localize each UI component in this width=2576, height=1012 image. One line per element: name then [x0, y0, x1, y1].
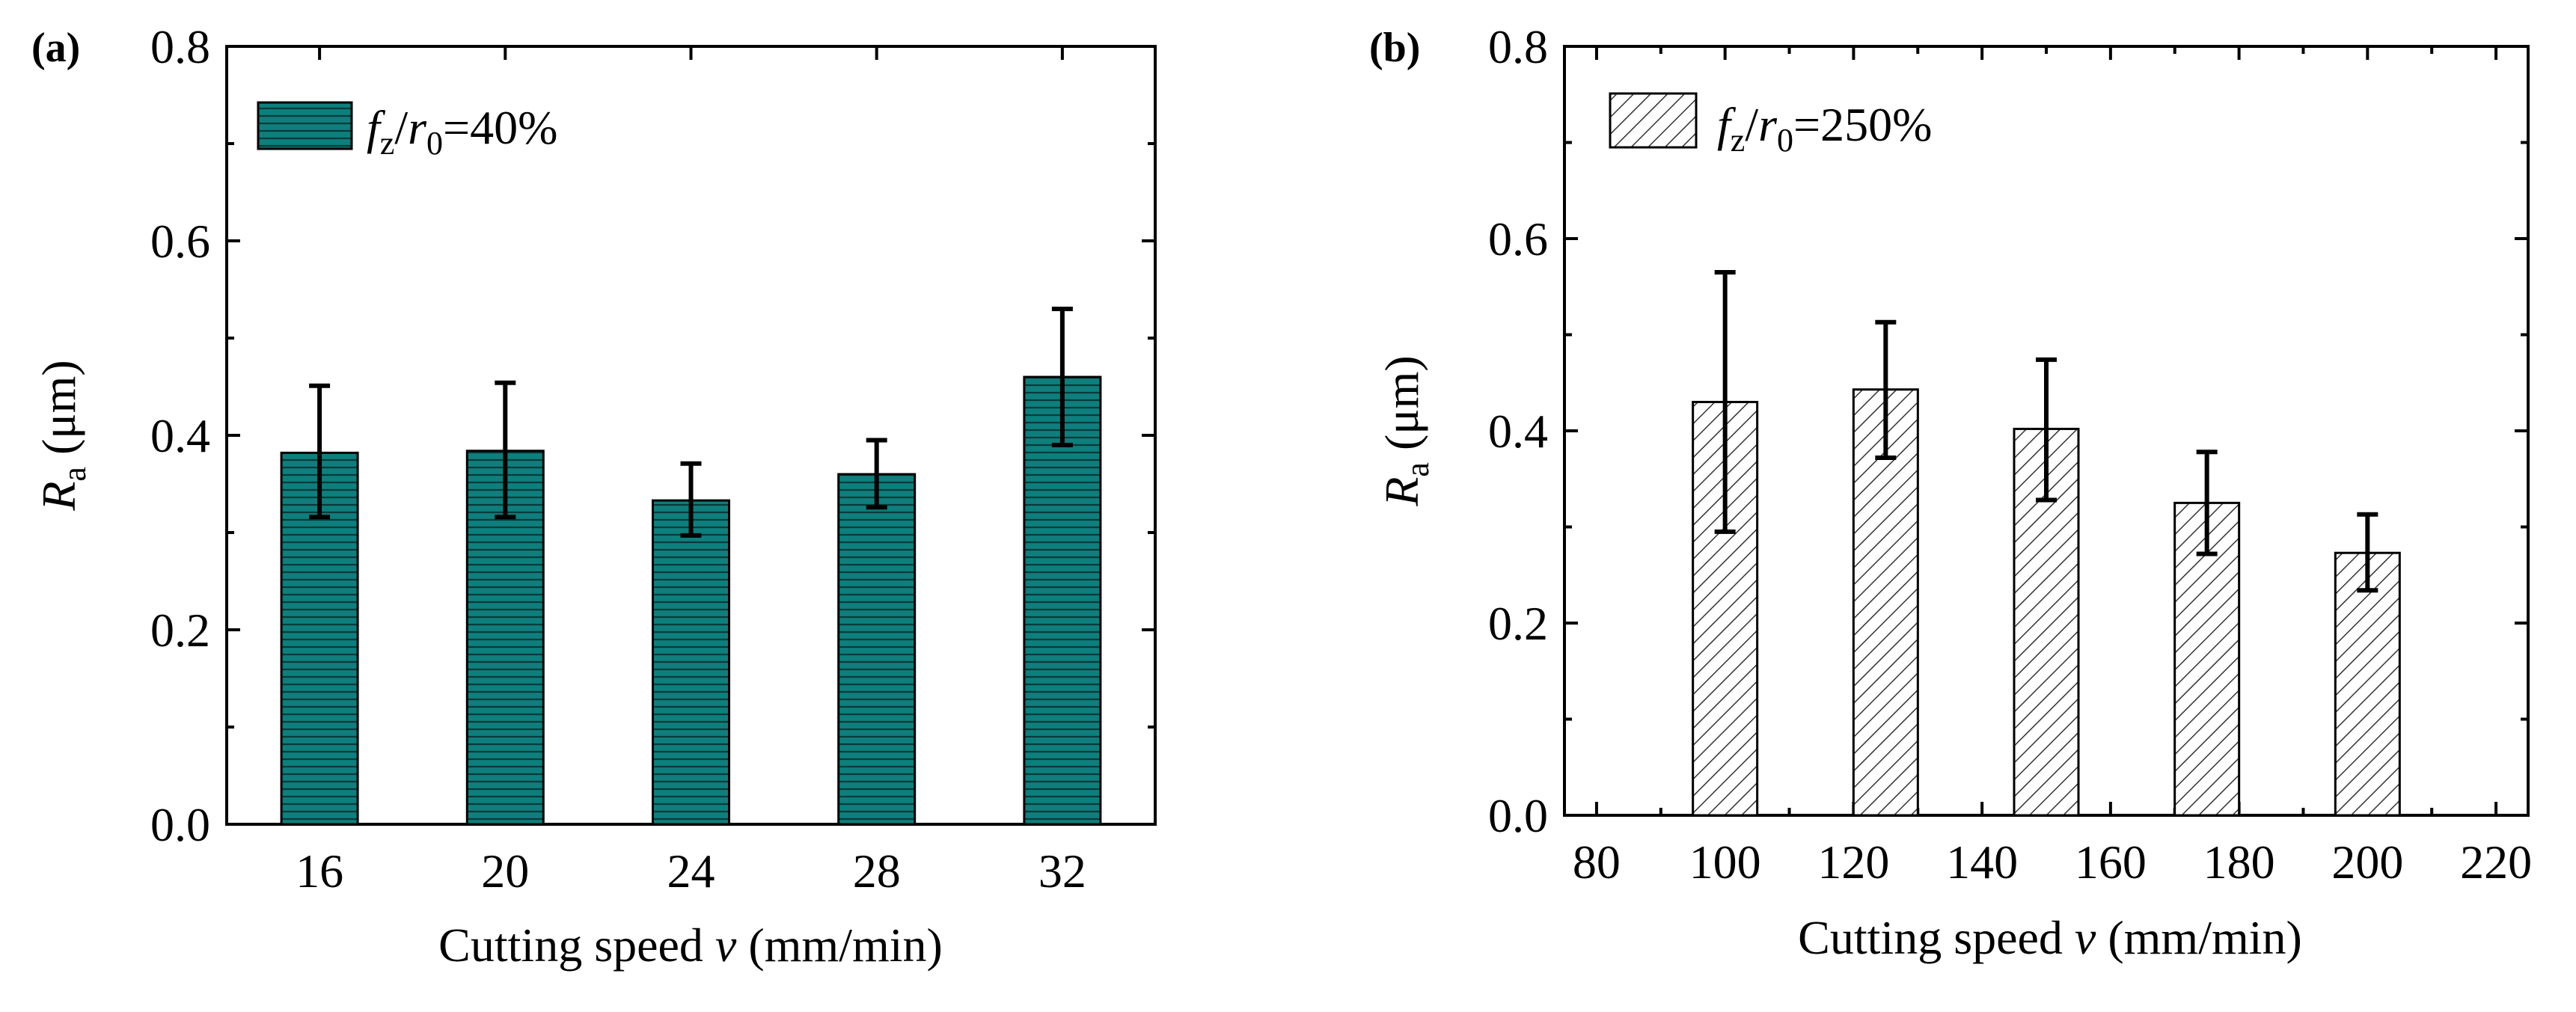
y-tick-label: 0.8 — [150, 20, 210, 73]
y-tick-label: 0.0 — [150, 798, 210, 851]
panel-b-error-bars — [1714, 269, 2378, 593]
x-tick-label: 100 — [1689, 835, 1761, 889]
y-tick-label: 0.6 — [150, 215, 210, 268]
panel-a: (a) 0.0 0.2 0.4 0.6 0.8 16 20 24 28 32 fz/r0=40%… — [31, 20, 1157, 972]
panel-a-y-axis-title: Ra (μm) — [32, 360, 93, 511]
y-tick-label: 0.4 — [1488, 405, 1548, 458]
panel-b-x-ticks: 80 100 120 140 160 180 200 220 — [1573, 46, 2532, 889]
bar — [837, 473, 917, 826]
panel-b-y-ticks: 0.0 0.2 0.4 0.6 0.8 — [1488, 20, 2528, 842]
y-tick-label: 0.8 — [1488, 20, 1548, 73]
y-tick-label: 0.0 — [1488, 789, 1548, 842]
panel-a-legend-label: fz/r0=40% — [367, 101, 557, 162]
x-tick-label: 140 — [1946, 835, 2018, 889]
panel-a-legend-swatch — [257, 101, 353, 150]
panel-a-legend: fz/r0=40% — [257, 101, 557, 162]
x-tick-label: 120 — [1817, 835, 1889, 889]
panel-b-legend: fz/r0=250% — [1609, 92, 1932, 159]
x-tick-label: 160 — [2075, 835, 2147, 889]
bar — [1852, 388, 1919, 817]
x-tick-label: 180 — [2203, 835, 2275, 889]
x-tick-label: 200 — [2331, 835, 2403, 889]
x-tick-label: 16 — [296, 844, 343, 898]
bar — [652, 499, 730, 826]
panel-b-legend-swatch — [1609, 92, 1698, 149]
y-tick-label: 0.4 — [150, 409, 210, 462]
y-tick-label: 0.2 — [1488, 597, 1548, 650]
panel-b-y-axis-title: Ra (μm) — [1375, 355, 1436, 506]
panel-a-bars — [280, 375, 1102, 826]
panel-a-label: (a) — [31, 25, 80, 71]
panel-a-error-bars — [309, 307, 1073, 538]
x-tick-label: 32 — [1038, 844, 1086, 898]
panel-b-x-axis-title: Cutting speed v (mm/min) — [1798, 911, 2302, 964]
x-tick-label: 28 — [853, 844, 901, 898]
panel-b-label: (b) — [1369, 25, 1420, 71]
y-tick-label: 0.6 — [1488, 212, 1548, 266]
x-tick-label: 20 — [481, 844, 529, 898]
x-tick-label: 24 — [667, 844, 715, 898]
panel-b: (b) 0.0 0.2 0.4 0.6 0.8 80 100 120 140 160 180 200… — [1369, 20, 2532, 964]
y-tick-label: 0.2 — [150, 604, 210, 657]
panel-a-x-ticks: 16 20 24 28 32 — [296, 46, 1086, 898]
x-tick-label: 220 — [2460, 835, 2532, 889]
panel-a-x-axis-title: Cutting speed v (mm/min) — [438, 919, 943, 972]
panel-b-legend-label: fz/r0=250% — [1717, 98, 1932, 159]
panel-a-y-ticks: 0.0 0.2 0.4 0.6 0.8 — [150, 20, 1155, 851]
x-tick-label: 80 — [1573, 835, 1621, 889]
bar — [1023, 375, 1102, 826]
